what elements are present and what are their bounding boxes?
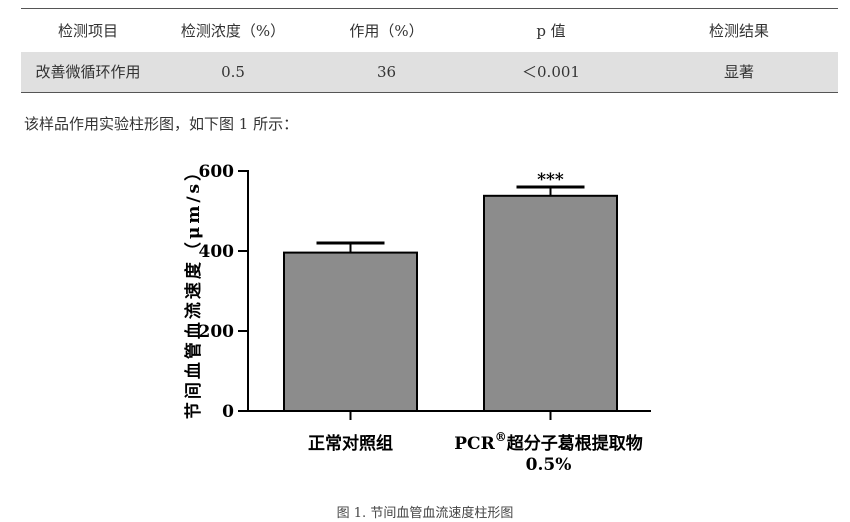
cell-effect: 36 xyxy=(376,62,397,81)
y-tick-label: 600 xyxy=(199,162,235,182)
registered-mark: ® xyxy=(495,430,507,444)
header-p-value: p 值 xyxy=(536,21,566,40)
cell-concentration: 0.5 xyxy=(221,62,245,81)
cell-p-value: ＜0.001 xyxy=(522,63,580,82)
intro-paragraph: 该样品作用实验柱形图，如下图 1 所示： xyxy=(24,115,299,133)
header-result: 检测结果 xyxy=(708,21,769,40)
bar xyxy=(483,194,618,412)
header-effect: 作用（%） xyxy=(349,21,424,40)
y-tick-label: 200 xyxy=(199,322,235,342)
header-concentration: 检测浓度（%） xyxy=(180,21,286,40)
table-header-row: 检测项目 检测浓度（%） 作用（%） p 值 检测结果 xyxy=(21,8,838,52)
y-axis-label: 节间血管血流速度（μm/s） xyxy=(183,161,204,419)
results-table: 检测项目 检测浓度（%） 作用（%） p 值 检测结果 改善微循环作用 0.5 … xyxy=(21,8,838,93)
header-item: 检测项目 xyxy=(57,21,118,40)
y-tick-label: 400 xyxy=(199,242,235,262)
cell-result: 显著 xyxy=(723,63,754,82)
significance-marker: *** xyxy=(537,170,564,190)
table-row: 改善微循环作用 0.5 36 ＜0.001 显著 xyxy=(21,51,838,93)
figure-caption: 图 1. 节间血管血流速度柱形图 xyxy=(336,506,514,521)
y-tick-label: 0 xyxy=(222,402,234,422)
x-tick-label: 正常对照组 xyxy=(308,433,393,454)
y-ticks: 0 200 400 600 xyxy=(199,162,248,422)
bar xyxy=(283,251,418,412)
x-tick-label-line2: 0.5% xyxy=(526,455,572,475)
x-tick-label-prefix: PCR xyxy=(454,434,495,454)
cell-item: 改善微循环作用 xyxy=(35,63,141,82)
x-tick-label-suffix: 超分子葛根提取物 xyxy=(507,433,643,454)
x-tick-label: PCR®超分子葛根提取物 xyxy=(454,430,642,454)
bars: *** xyxy=(283,170,618,420)
